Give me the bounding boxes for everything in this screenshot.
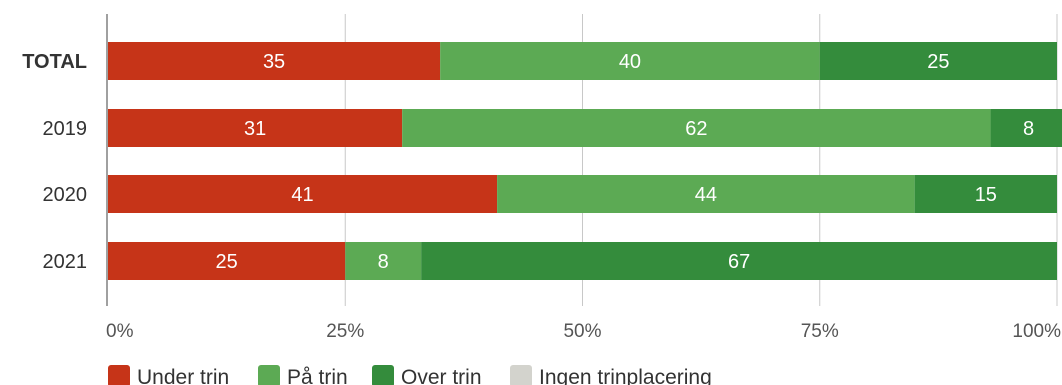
category-label: 2020 [43,184,88,206]
legend-label: Under trin [137,366,229,385]
data-label: 8 [1023,118,1034,140]
data-label: 62 [685,118,707,140]
legend-swatch [108,365,130,385]
data-label: 44 [695,184,717,206]
data-label: 31 [244,118,266,140]
legend-label: Ingen trinplacering [539,366,712,385]
legend-label: Over trin [401,366,482,385]
legend-swatch [258,365,280,385]
x-tick-label: 50% [563,321,601,342]
data-label: 35 [263,51,285,73]
category-label: 2019 [43,118,88,140]
data-label: 40 [619,51,641,73]
data-label: 41 [291,184,313,206]
x-tick-label: 75% [801,321,839,342]
category-label: 2021 [43,251,88,273]
data-label: 25 [927,51,949,73]
legend-label: På trin [287,366,348,385]
x-tick-label: 25% [326,321,364,342]
legend-swatch [510,365,532,385]
category-label: TOTAL [22,51,87,73]
data-label: 67 [728,251,750,273]
legend-swatch [372,365,394,385]
x-tick-label: 0% [106,321,134,342]
data-label: 25 [216,251,238,273]
data-label: 8 [378,251,389,273]
legend: Under trin På trin Over trin Ingen trinplac… [108,365,712,385]
bars: 35 40 25 31 62 8 41 44 15 25 8 67 [108,42,1062,280]
data-label: 15 [975,184,997,206]
x-tick-label: 100% [1012,321,1061,342]
